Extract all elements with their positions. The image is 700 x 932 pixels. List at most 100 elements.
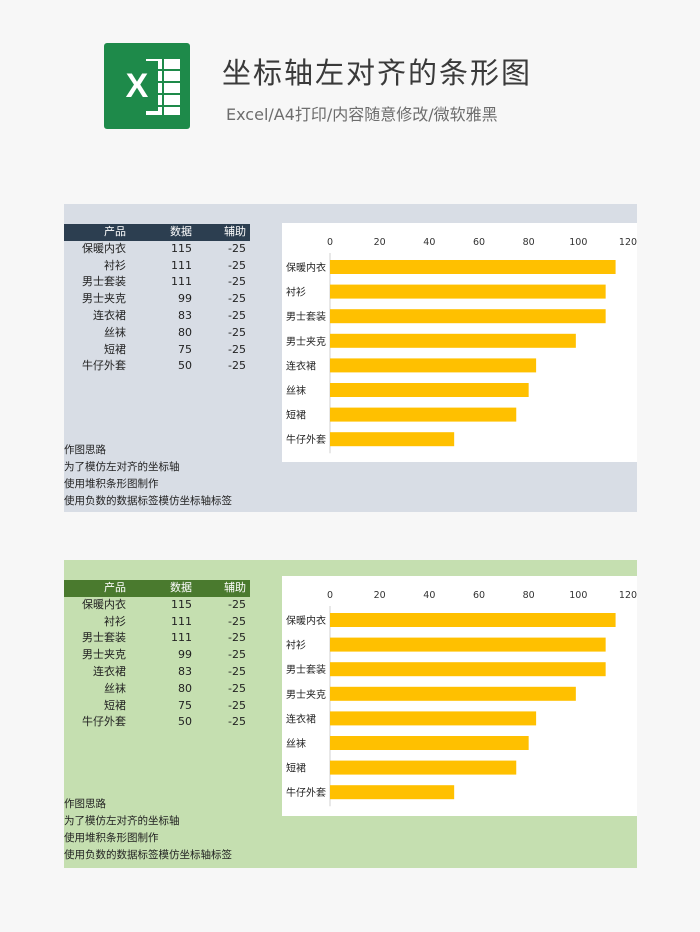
helper-cell: -25 (192, 647, 246, 664)
x-tick-label: 0 (327, 590, 333, 601)
x-tick-label: 100 (569, 237, 587, 248)
table-row: 保暖内衣 115 -25 (64, 597, 250, 614)
x-tick-label: 80 (523, 237, 535, 248)
bar (330, 285, 606, 299)
note-line: 使用负数的数据标签模仿坐标轴标签 (64, 493, 232, 510)
bar (330, 383, 529, 397)
bar (330, 736, 529, 750)
table-row: 衬衫 111 -25 (64, 258, 250, 275)
bar (330, 334, 576, 348)
bar-chart: 0 20 40 60 80 100 120 保暖内衣 衬衫 男士套装 男士夹克 连衣裙 丝袜 短裙 牛仔外套 (282, 223, 637, 462)
bar (330, 309, 606, 323)
category-label: 牛仔外套 (286, 433, 326, 446)
product-cell: 男士套装 (64, 274, 126, 291)
category-label: 保暖内衣 (286, 261, 326, 274)
helper-cell: -25 (192, 241, 246, 258)
product-cell: 保暖内衣 (64, 241, 126, 258)
table-row: 连衣裙 83 -25 (64, 664, 250, 681)
value-cell: 111 (126, 274, 192, 291)
product-cell: 衬衫 (64, 614, 126, 631)
product-cell: 衬衫 (64, 258, 126, 275)
helper-cell: -25 (192, 308, 246, 325)
category-label: 男士套装 (286, 310, 326, 323)
table-row: 男士夹克 99 -25 (64, 647, 250, 664)
product-cell: 男士夹克 (64, 647, 126, 664)
example-panel-1: 产品 数据 辅助 保暖内衣 115 -25 衬衫 111 -25 男士套装 111 -25 男士夹… (64, 204, 637, 512)
x-tick-label: 20 (374, 237, 386, 248)
category-label: 衬衫 (286, 286, 306, 299)
helper-cell: -25 (192, 597, 246, 614)
value-cell: 115 (126, 597, 192, 614)
example-panel-2: 产品 数据 辅助 保暖内衣 115 -25 衬衫 111 -25 男士套装 111 -25 男士夹… (64, 560, 637, 868)
bar (330, 432, 454, 446)
value-cell: 99 (126, 291, 192, 308)
value-cell: 75 (126, 342, 192, 359)
helper-cell: -25 (192, 714, 246, 731)
header-product: 产品 (64, 224, 126, 241)
logo-letter: X (116, 61, 158, 111)
page-subtitle: Excel/A4打印/内容随意修改/微软雅黑 (226, 101, 498, 125)
category-label: 短裙 (286, 409, 306, 422)
excel-logo-icon: X (104, 43, 190, 129)
note-line: 使用负数的数据标签模仿坐标轴标签 (64, 847, 232, 864)
x-tick-label: 60 (473, 590, 485, 601)
helper-cell: -25 (192, 325, 246, 342)
value-cell: 111 (126, 614, 192, 631)
note-line: 使用堆积条形图制作 (64, 476, 232, 493)
product-cell: 牛仔外套 (64, 714, 126, 731)
bar (330, 662, 606, 676)
category-label: 连衣裙 (286, 712, 316, 725)
x-tick-label: 40 (423, 590, 435, 601)
product-cell: 男士套装 (64, 630, 126, 647)
bar-chart: 0 20 40 60 80 100 120 保暖内衣 衬衫 男士套装 男士夹克 连衣裙 丝袜 短裙 牛仔外套 (282, 576, 637, 816)
data-table: 产品 数据 辅助 保暖内衣 115 -25 衬衫 111 -25 男士套装 111 -25 男士夹… (64, 580, 250, 731)
helper-cell: -25 (192, 342, 246, 359)
x-tick-label: 120 (619, 237, 637, 248)
table-row: 男士套装 111 -25 (64, 630, 250, 647)
category-label: 男士夹克 (286, 335, 326, 348)
value-cell: 80 (126, 325, 192, 342)
helper-cell: -25 (192, 681, 246, 698)
table-row: 保暖内衣 115 -25 (64, 241, 250, 258)
notes-heading: 作图思路 (64, 442, 232, 459)
helper-cell: -25 (192, 630, 246, 647)
value-cell: 50 (126, 714, 192, 731)
header-product: 产品 (64, 580, 126, 597)
bar (330, 260, 616, 274)
page-title: 坐标轴左对齐的条形图 (222, 50, 532, 92)
x-tick-label: 60 (473, 237, 485, 248)
category-label: 男士夹克 (286, 688, 326, 701)
helper-cell: -25 (192, 358, 246, 375)
bar (330, 761, 516, 775)
product-cell: 连衣裙 (64, 664, 126, 681)
table-row: 短裙 75 -25 (64, 342, 250, 359)
helper-cell: -25 (192, 698, 246, 715)
value-cell: 75 (126, 698, 192, 715)
notes: 作图思路 为了模仿左对齐的坐标轴 使用堆积条形图制作 使用负数的数据标签模仿坐标… (64, 442, 232, 510)
table-body: 保暖内衣 115 -25 衬衫 111 -25 男士套装 111 -25 男士夹克 99 -25 连衣裙… (64, 597, 250, 731)
notes: 作图思路 为了模仿左对齐的坐标轴 使用堆积条形图制作 使用负数的数据标签模仿坐标… (64, 796, 232, 864)
category-label: 连衣裙 (286, 359, 316, 372)
helper-cell: -25 (192, 664, 246, 681)
x-tick-label: 120 (619, 590, 637, 601)
header-helper: 辅助 (192, 224, 246, 241)
value-cell: 115 (126, 241, 192, 258)
x-tick-label: 40 (423, 237, 435, 248)
product-cell: 短裙 (64, 342, 126, 359)
table-row: 衬衫 111 -25 (64, 614, 250, 631)
helper-cell: -25 (192, 274, 246, 291)
header-value: 数据 (126, 224, 192, 241)
notes-heading: 作图思路 (64, 796, 232, 813)
product-cell: 丝袜 (64, 681, 126, 698)
table-row: 牛仔外套 50 -25 (64, 358, 250, 375)
category-label: 牛仔外套 (286, 786, 326, 799)
bar (330, 613, 616, 627)
product-cell: 保暖内衣 (64, 597, 126, 614)
category-label: 丝袜 (286, 737, 306, 750)
table-row: 丝袜 80 -25 (64, 681, 250, 698)
table-row: 牛仔外套 50 -25 (64, 714, 250, 731)
header-value: 数据 (126, 580, 192, 597)
value-cell: 83 (126, 308, 192, 325)
header-helper: 辅助 (192, 580, 246, 597)
